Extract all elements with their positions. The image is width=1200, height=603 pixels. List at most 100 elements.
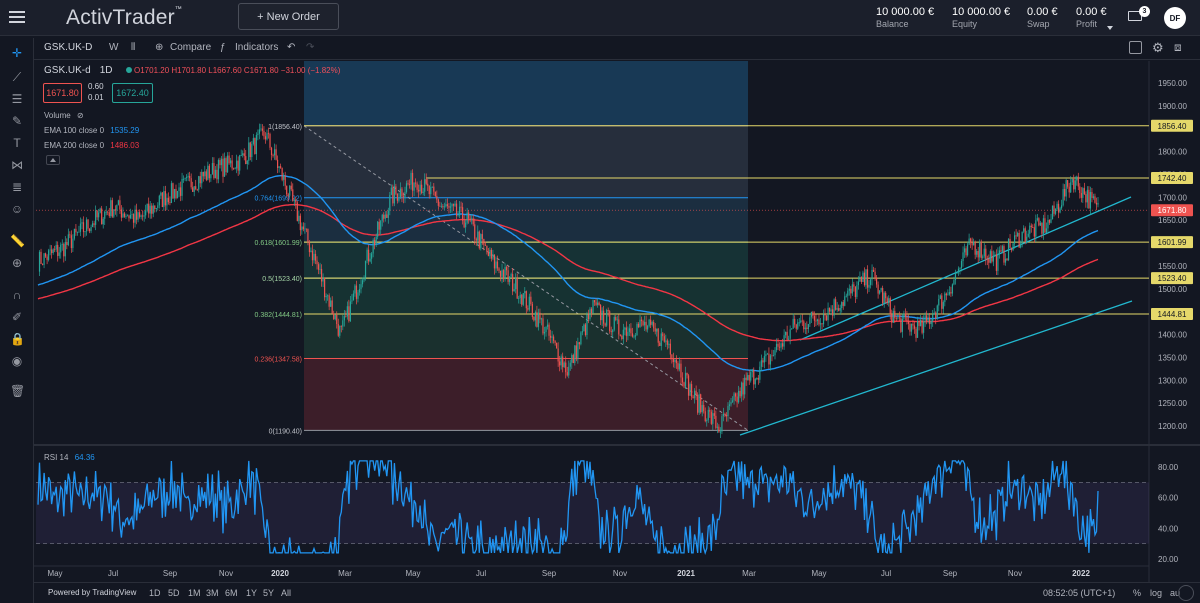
range-1m[interactable]: 1M xyxy=(188,588,201,598)
text-icon[interactable]: T xyxy=(13,136,21,150)
trend-channel[interactable] xyxy=(739,196,1133,436)
candle-body xyxy=(422,191,424,193)
candle-body xyxy=(96,210,98,218)
zoom-icon[interactable]: ⊕ xyxy=(11,256,23,270)
range-5y[interactable]: 5Y xyxy=(263,588,275,598)
range-1y[interactable]: 1Y xyxy=(246,588,258,598)
magnet-icon[interactable]: ∩ xyxy=(12,288,22,302)
candle-body xyxy=(509,276,511,282)
log-toggle[interactable]: log xyxy=(1150,588,1163,598)
candle-body xyxy=(844,296,846,306)
pattern-icon[interactable]: ⋈ xyxy=(11,158,23,172)
candle-body xyxy=(126,215,129,217)
range-all[interactable]: All xyxy=(281,588,292,598)
candle-body xyxy=(603,310,605,324)
lock-icon[interactable]: 🔒 xyxy=(10,332,25,346)
crosshair-icon[interactable]: ✛ xyxy=(11,46,23,60)
interval-button[interactable]: W xyxy=(109,42,119,53)
candle-body xyxy=(331,300,333,314)
camera-icon[interactable]: ⧈ xyxy=(1174,40,1182,54)
rsi-pane[interactable] xyxy=(36,459,1149,556)
new-order-button[interactable]: + New Order xyxy=(238,3,339,30)
candle-body xyxy=(101,208,103,225)
candle-body xyxy=(492,254,494,259)
price-axis[interactable]: 1200.00 1250.00 1300.00 1350.00 1400.00 1450.… xyxy=(1158,79,1187,431)
legend-symbol[interactable]: GSK.UK-d xyxy=(44,65,91,76)
range-1d[interactable]: 1D xyxy=(149,588,161,598)
percent-toggle[interactable]: % xyxy=(1133,588,1142,598)
range-5d[interactable]: 5D xyxy=(168,588,180,598)
price-label-box xyxy=(1151,204,1193,217)
candle-body xyxy=(278,166,280,168)
profit-stat[interactable]: 0.00 € Profit xyxy=(1076,6,1107,29)
candle-body xyxy=(505,267,508,271)
candle-body xyxy=(997,253,999,271)
range-3m[interactable]: 3M xyxy=(206,588,219,598)
ema200-legend[interactable]: EMA 200 close 0 1486.03 xyxy=(44,141,140,150)
candle-body xyxy=(821,323,823,325)
trash-icon[interactable]: 🗑 xyxy=(10,384,26,398)
ruler-icon[interactable]: 📏 xyxy=(10,234,25,248)
time-tick-label: 2021 xyxy=(677,569,695,578)
time-axis[interactable]: May Jul Sep Nov 2020 Mar May Jul Sep Nov 2021 Mar Ma… xyxy=(47,569,1090,578)
horizontal-lines-icon[interactable]: ☰ xyxy=(11,92,23,106)
avatar[interactable]: DF xyxy=(1164,7,1186,29)
candle-body xyxy=(557,348,559,362)
range-6m[interactable]: 6M xyxy=(225,588,238,598)
pencil-lock-icon[interactable]: ✐ xyxy=(11,310,23,324)
fullscreen-icon[interactable] xyxy=(1129,41,1142,54)
auto-toggle[interactable]: au xyxy=(1170,588,1181,598)
sell-price-button[interactable]: 1671.80 xyxy=(43,83,82,103)
candle-body xyxy=(266,133,268,140)
candle-body xyxy=(1076,176,1078,181)
candle-body xyxy=(76,231,79,233)
candle-body xyxy=(311,250,314,261)
candle-body xyxy=(349,301,351,322)
candle-body xyxy=(527,308,529,310)
collapse-legend-button[interactable] xyxy=(46,155,60,165)
fib-icon[interactable]: ≣ xyxy=(11,180,23,194)
horizontal-levels[interactable] xyxy=(36,125,1149,315)
candles-icon[interactable]: ⫴ xyxy=(131,42,136,53)
powered-by-label[interactable]: Powered by TradingView xyxy=(48,588,137,597)
candle-body xyxy=(836,308,838,310)
undo-icon[interactable]: ↶ xyxy=(287,42,296,53)
candle-body xyxy=(910,323,913,332)
compare-button[interactable]: Compare xyxy=(170,42,212,53)
candle-body xyxy=(853,284,855,287)
symbol-search[interactable]: GSK.UK-D xyxy=(44,42,93,53)
candle-body xyxy=(751,369,753,373)
candle-body xyxy=(392,187,394,204)
clock[interactable]: 08:52:05 (UTC+1) xyxy=(1043,588,1116,598)
candle-body xyxy=(618,319,620,335)
redo-icon[interactable]: ↷ xyxy=(306,42,315,53)
function-icon[interactable]: ƒ xyxy=(220,42,226,53)
scroll-to-realtime-button[interactable] xyxy=(1178,585,1194,601)
candle-body xyxy=(794,318,796,325)
candle-body xyxy=(79,223,82,232)
candle-body xyxy=(912,323,914,326)
plus-circle-icon[interactable]: ⊕ xyxy=(155,42,164,53)
smiley-icon[interactable]: ☺ xyxy=(10,202,24,216)
hidden-eye-icon[interactable]: ⊘ xyxy=(76,111,84,120)
volume-legend[interactable]: Volume ⊘ xyxy=(44,111,84,120)
candle-body xyxy=(742,382,744,395)
rsi-band xyxy=(36,482,1149,544)
fib-retracement[interactable]: 1(1856.40) 0.764(1699.22) 0.618(1601.99) 0.… xyxy=(255,61,749,435)
indicators-button[interactable]: Indicators xyxy=(235,42,279,53)
brush-icon[interactable]: ✎ xyxy=(11,114,23,128)
candle-body xyxy=(542,318,544,334)
rsi-legend[interactable]: RSI 14 64.36 xyxy=(44,453,95,462)
ema100-legend[interactable]: EMA 100 close 0 1535.29 xyxy=(44,126,140,135)
candle-body xyxy=(293,199,295,201)
eye-icon[interactable]: ◉ xyxy=(11,354,23,368)
candle-body xyxy=(830,309,832,312)
trend-line-icon[interactable]: ⟋ xyxy=(12,70,22,84)
chevron-down-icon[interactable] xyxy=(1107,26,1113,30)
candle-body xyxy=(895,318,897,319)
gear-icon[interactable]: ⚙ xyxy=(1152,40,1164,55)
menu-icon[interactable] xyxy=(9,11,25,23)
buy-price-button[interactable]: 1672.40 xyxy=(112,83,153,103)
candle-body xyxy=(82,222,85,232)
